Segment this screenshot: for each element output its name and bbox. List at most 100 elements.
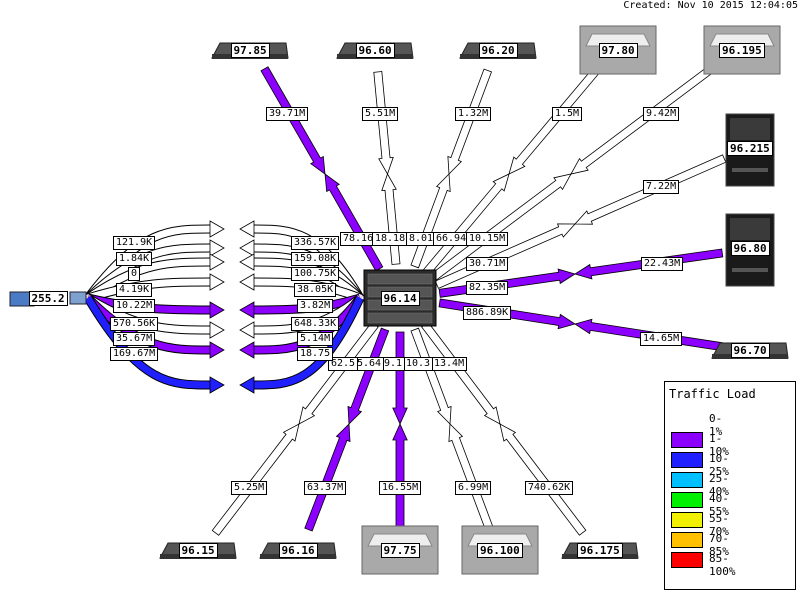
hub-link-arrow — [253, 296, 364, 389]
source-link-label-far: 3.82M — [297, 299, 334, 313]
hub-link-head — [239, 376, 255, 394]
link-label-far: 14.65M — [640, 332, 683, 346]
legend-swatch — [671, 552, 703, 568]
source-link-label-near: 4.19K — [116, 283, 153, 297]
source-link-head — [209, 273, 225, 291]
link-arrow-to-device — [429, 173, 572, 282]
link-arrow-to-device — [347, 327, 390, 425]
link-label-far: 39.71M — [266, 107, 309, 121]
hub-link-head — [239, 301, 255, 319]
source-link-label-far: 648.33K — [291, 317, 340, 331]
source-link-label-near: 10.22M — [113, 299, 156, 313]
legend-label: 70-85% — [709, 532, 729, 558]
created-timestamp: Created: Nov 10 2015 12:04:05 — [623, 0, 798, 11]
source-switch[interactable] — [9, 291, 87, 307]
link-label-far: 1.5M — [552, 107, 583, 121]
link-label-near: 78.16 — [340, 232, 377, 246]
legend-swatch — [671, 492, 703, 508]
legend-swatch — [671, 432, 703, 448]
link-arrow-to-hub — [392, 423, 408, 529]
link-arrow-to-hub — [211, 423, 300, 536]
legend-swatch — [671, 452, 703, 468]
link-arrow-to-device — [410, 327, 452, 425]
link-label-near: 30.71M — [466, 257, 509, 271]
device-label: 96.80 — [730, 240, 770, 256]
source-link-head — [209, 220, 225, 238]
link-arrow-to-hub — [447, 68, 493, 175]
source-link-label-near: 121.9K — [113, 236, 156, 250]
device-label: 97.85 — [230, 42, 270, 58]
legend-swatch — [671, 472, 703, 488]
hub-link-head — [239, 273, 255, 291]
source-link-label-near: 169.67M — [110, 347, 159, 361]
link-arrow-to-hub — [304, 423, 351, 532]
legend-swatch — [671, 512, 703, 528]
link-label-far: 5.51M — [362, 107, 399, 121]
source-link-label-far: 38.05K — [294, 283, 337, 297]
device-label: 96.60 — [355, 42, 395, 58]
source-link-label-far: 336.57K — [291, 236, 340, 250]
hub-link-head — [239, 220, 255, 238]
legend-label: 10-25% — [709, 452, 729, 478]
link-arrow-to-device — [422, 173, 510, 276]
hub-label: 96.14 — [380, 290, 420, 306]
device-label: 97.80 — [598, 42, 638, 58]
legend-label: 0-1% — [709, 412, 723, 438]
legend-label: 25-40% — [709, 472, 729, 498]
link-label-near: 5.64 — [354, 357, 385, 371]
hub-link-arrow — [253, 258, 363, 301]
source-link-head — [209, 253, 225, 271]
link-label-far: 22.43M — [641, 257, 684, 271]
device-label: 96.175 — [577, 542, 623, 558]
legend-label: 40-55% — [709, 492, 729, 518]
link-label-near: 8.01 — [406, 232, 437, 246]
link-arrow-to-device — [298, 321, 379, 425]
link-label-near: 18.18 — [372, 232, 409, 246]
link-label-near: 62.5 — [328, 357, 359, 371]
link-label-far: 16.55M — [379, 481, 422, 495]
legend-label: 55-70% — [709, 512, 729, 538]
hub-link-head — [239, 341, 255, 359]
device-label: 96.20 — [478, 42, 518, 58]
source-link-label-far: 5.14M — [297, 332, 334, 346]
link-label-near: 9.1 — [381, 357, 406, 371]
link-arrow-to-hub — [373, 71, 394, 175]
source-link-head — [209, 321, 225, 339]
legend-swatch — [671, 412, 701, 426]
link-label-near: 886.89K — [463, 306, 512, 320]
link-arrow-to-device — [392, 331, 408, 425]
link-label-near: 10.15M — [466, 232, 509, 246]
link-label-far: 63.37M — [304, 481, 347, 495]
legend-label: 1-10% — [709, 432, 729, 458]
source-link-head — [209, 341, 225, 359]
source-link-label-near: 35.67M — [113, 332, 156, 346]
device-label: 96.15 — [178, 542, 218, 558]
device-label: 96.16 — [278, 542, 318, 558]
link-arrow-to-hub — [448, 423, 494, 532]
legend-swatch — [671, 532, 703, 548]
source-link-label-far: 100.75K — [291, 267, 340, 281]
traffic-load-legend: Traffic Load 0-1% 1-10% 10-25% 25-40% 40-55%… — [664, 381, 796, 590]
device-switch[interactable] — [361, 525, 439, 575]
legend-label: 85-100% — [709, 552, 736, 578]
hub-link-head — [239, 321, 255, 339]
source-link-label-near: 1.84K — [116, 252, 153, 266]
hub-link-head — [239, 253, 255, 271]
link-arrow-to-device — [381, 173, 401, 265]
device-label: 96.70 — [730, 342, 770, 358]
device-label: 97.75 — [380, 542, 420, 558]
link-arrow-to-hub — [499, 423, 587, 536]
link-label-near: 82.35M — [466, 281, 509, 295]
source-link-label-near: 570.56K — [110, 317, 159, 331]
source-link-arrow — [86, 278, 211, 302]
source-label: 255.2 — [28, 290, 68, 306]
link-label-far: 1.32M — [455, 107, 492, 121]
link-arrow-to-device — [434, 223, 576, 289]
source-link-label-far: 18.75 — [297, 347, 334, 361]
link-label-far: 9.42M — [643, 107, 680, 121]
source-link-label-far: 159.08K — [291, 252, 340, 266]
device-label: 96.100 — [477, 542, 523, 558]
link-label-near: 13.4M — [431, 357, 468, 371]
device-label: 96.195 — [719, 42, 765, 58]
link-arrow-to-device — [324, 173, 384, 272]
